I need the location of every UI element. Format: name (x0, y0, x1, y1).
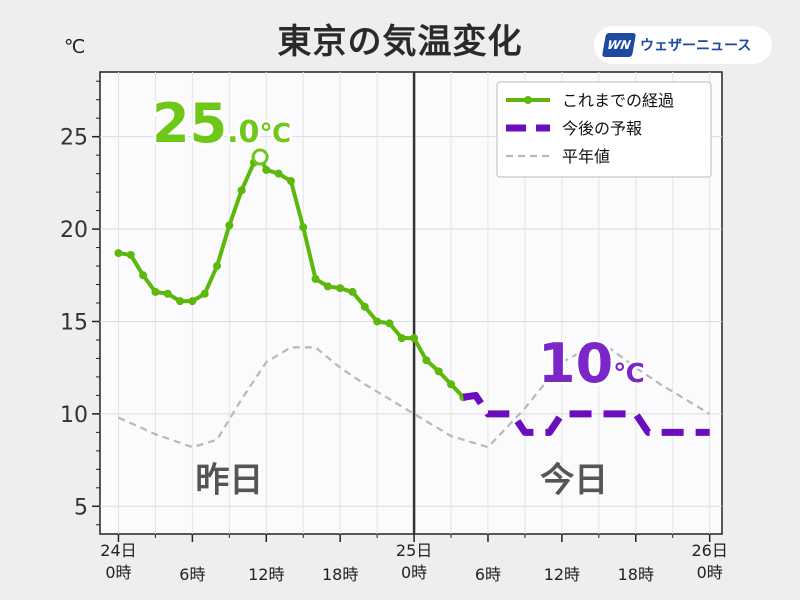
x-tick-label: 12時 (544, 565, 580, 584)
observed-point (336, 284, 345, 293)
legend-label: 平年値 (562, 147, 610, 166)
legend-label: 今後の予報 (562, 119, 642, 138)
observed-point (262, 165, 271, 174)
observed-point (373, 317, 382, 326)
max-point-marker (251, 148, 269, 166)
day-label: 今日 (540, 460, 608, 500)
observed-point (422, 356, 431, 365)
observed-point (163, 289, 172, 298)
legend-swatch-marker (524, 96, 532, 104)
logo-text: ウェザーニュース (640, 38, 752, 54)
page-title: 東京の気温変化 (277, 22, 523, 62)
series-layer (114, 153, 711, 449)
observed-point (348, 287, 357, 296)
y-axis: 5 10 15 20 25 (60, 80, 100, 526)
observed-point (323, 282, 332, 291)
brand-logo: WN ウェザーニュース (594, 26, 772, 64)
max-annotation: 25.0℃ (152, 92, 291, 155)
observed-point (151, 287, 160, 296)
observed-point (200, 289, 209, 298)
observed-point (213, 262, 222, 271)
y-tick-label: 25 (60, 126, 88, 151)
day-label: 昨日 (195, 460, 263, 500)
annotations: 25.0℃ 10℃ (150, 90, 648, 398)
observed-point (225, 221, 234, 230)
observed-point (410, 334, 419, 343)
x-tick-label: 6時 (475, 565, 501, 584)
observed-point (188, 297, 197, 306)
forecast-line (462, 391, 710, 436)
legend-box (496, 81, 712, 178)
forecast-max-annotation: 10℃ (538, 332, 645, 395)
day-labels: 昨日 今日 (195, 460, 608, 500)
x-axis: 24日 0時 6時 12時 18時 25日 0時 6時 12時 18時 26日 0時 (100, 534, 728, 584)
y-axis-unit: ℃ (64, 36, 86, 58)
y-tick-label: 20 (60, 218, 88, 243)
x-tick-label: 25日 0時 (396, 541, 432, 582)
observed-point (286, 177, 295, 186)
x-tick-label: 26日 0時 (691, 541, 727, 582)
observed-point (311, 274, 320, 283)
x-tick-label: 6時 (179, 565, 205, 584)
observed-point (176, 297, 185, 306)
observed-point (385, 319, 394, 328)
observed-point (360, 302, 369, 311)
observed-point (126, 250, 135, 259)
observed-point (237, 186, 246, 195)
x-tick-label: 18時 (618, 565, 654, 584)
x-tick-label: 18時 (322, 565, 358, 584)
observed-point (299, 223, 308, 232)
x-tick-label: 12時 (248, 565, 284, 584)
grid (100, 72, 722, 534)
observed-point (397, 334, 406, 343)
y-tick-label: 10 (60, 403, 88, 428)
observed-point (114, 249, 123, 258)
observed-point (274, 169, 283, 178)
y-tick-label: 15 (60, 310, 88, 335)
y-tick-label: 5 (74, 495, 88, 520)
observed-point (447, 380, 456, 389)
observed-point (434, 367, 443, 376)
x-tick-label: 24日 0時 (100, 541, 136, 582)
legend-label: これまでの経過 (562, 91, 674, 110)
observed-point (139, 271, 148, 280)
